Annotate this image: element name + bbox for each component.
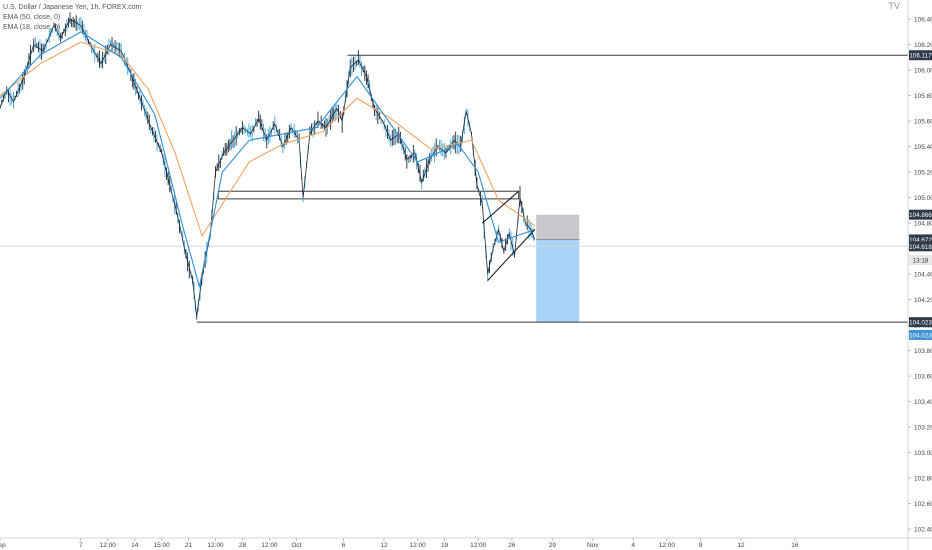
ema-50-line	[0, 41, 536, 238]
x-tick-label: 29	[549, 542, 557, 549]
x-tick-label: 15:00	[154, 542, 171, 549]
y-tick-label: 102.400	[914, 527, 932, 534]
ema-18-line	[0, 31, 535, 287]
x-tick-label: 28	[239, 542, 247, 549]
target-price-label-bg	[909, 329, 932, 340]
support-price-label-text: 104.023	[909, 320, 932, 327]
last-price-label-bg	[909, 234, 932, 245]
position-zones	[536, 214, 580, 323]
y-tick-label: 105.200	[914, 170, 932, 177]
x-tick-label: Oct	[291, 542, 301, 549]
wedge-lower-line	[487, 229, 536, 281]
x-tick-label: 12:00	[261, 542, 278, 549]
wedge-upper-line	[481, 190, 519, 224]
stop-price-label-bg	[909, 209, 932, 220]
resistance-price-label-bg	[909, 50, 932, 61]
x-tick-label: 12:00	[100, 542, 117, 549]
bar-countdown-label-bg	[909, 255, 932, 266]
resistance-price-label: 106.117	[909, 50, 932, 61]
ema-series	[0, 31, 536, 287]
y-tick-label: 105.000	[914, 195, 932, 202]
supply-zone-box	[217, 190, 520, 200]
last-price-label: 104.672	[909, 234, 932, 245]
brand-logo: TV	[888, 2, 900, 12]
y-tick-label: 102.600	[914, 501, 932, 508]
resistance-price-label-text: 106.117	[909, 53, 932, 60]
trend-drawings	[481, 190, 536, 281]
y-tick-label: 104.800	[914, 221, 932, 228]
y-tick-label: 102.800	[914, 476, 932, 483]
ema-18-legend[interactable]: EMA (18, close, 0)	[3, 24, 61, 31]
y-tick-label: 106.000	[914, 68, 932, 75]
x-tick-label: 12	[737, 542, 745, 549]
y-tick-label: 105.800	[914, 93, 932, 100]
y-tick-label: 104.400	[914, 272, 932, 279]
bid-price-label: 104.618	[909, 241, 932, 252]
symbol-title[interactable]: U.S. Dollar / Japanese Yen, 1h, FOREX.co…	[3, 4, 142, 11]
x-tick-label: 4	[631, 542, 635, 549]
target-price-label-text: 104.023	[909, 332, 932, 339]
bar-countdown-label: 13:18	[909, 255, 932, 266]
x-tick-label: 26	[508, 542, 516, 549]
y-tick-label: 105.400	[914, 144, 932, 151]
x-tick-label: 21	[185, 542, 193, 549]
y-tick-label: 105.600	[914, 119, 932, 126]
x-tick-label: 12:00	[470, 542, 487, 549]
stop-price-label: 104.866	[909, 209, 932, 220]
last-price-label-text: 104.672	[909, 237, 932, 244]
ema-50-legend[interactable]: EMA (50, close, 0)	[3, 14, 61, 21]
bar-countdown-label-text: 13:18	[913, 258, 929, 265]
x-tick-label: 12:00	[659, 542, 676, 549]
y-tick-label: 104.200	[914, 297, 932, 304]
y-tick-label: 106.200	[914, 42, 932, 49]
y-tick-label: 103.200	[914, 425, 932, 432]
stop-price-label-text: 104.866	[909, 212, 932, 219]
x-tick-label: 12:00	[207, 542, 224, 549]
price-axis[interactable]: 106.400 106.200 106.000 105.800 105.600 105.4…	[907, 0, 932, 550]
y-tick-label: 103.800	[914, 348, 932, 355]
x-tick-label: Sep	[0, 542, 6, 549]
x-tick-label: Nov	[587, 542, 599, 549]
bid-price-label-bg	[909, 241, 932, 252]
x-tick-label: 12:00	[409, 542, 426, 549]
chart-legend: U.S. Dollar / Japanese Yen, 1h, FOREX.co…	[3, 3, 142, 33]
stop-loss-zone	[536, 214, 580, 240]
x-tick-label: 7	[79, 542, 83, 549]
x-tick-label: 12	[380, 542, 388, 549]
support-price-label-bg	[909, 317, 932, 328]
x-tick-label: 14	[131, 542, 139, 549]
x-tick-label: 19	[441, 542, 449, 549]
price-line	[0, 18, 536, 317]
support-price-label: 104.023	[909, 317, 932, 328]
time-axis[interactable]: Sep 7 12:00 14 15:00 21 12:00 28 12:00 Oct 6 12 12:0…	[0, 537, 932, 549]
x-tick-label: 16	[791, 542, 799, 549]
bid-price-label-text: 104.618	[909, 244, 932, 251]
x-tick-label: 6	[342, 542, 346, 549]
horizontal-levels	[0, 54, 908, 323]
target-price-label: 104.023	[909, 329, 932, 340]
y-tick-label: 103.400	[914, 399, 932, 406]
y-tick-label: 103.000	[914, 450, 932, 457]
y-tick-label: 106.400	[914, 17, 932, 24]
y-tick-label: 103.600	[914, 374, 932, 381]
price-series	[0, 12, 536, 320]
x-tick-label: 9	[699, 542, 703, 549]
take-profit-zone	[536, 239, 580, 323]
